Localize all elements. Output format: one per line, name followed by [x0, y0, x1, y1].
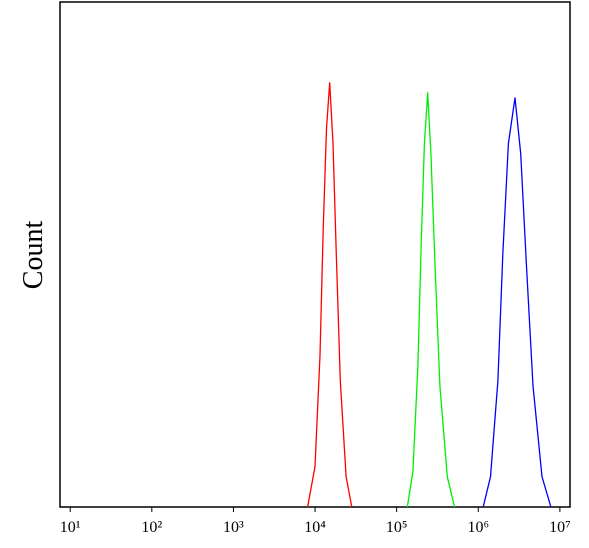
x-tick-label: 10⁴: [304, 519, 326, 536]
x-tick-label: 10⁵: [386, 519, 408, 536]
histogram-line: [482, 97, 552, 508]
y-axis-label: Count: [18, 221, 49, 290]
histogram-line: [306, 82, 353, 508]
histogram-line: [406, 92, 456, 508]
x-tick-label: 10²: [141, 519, 162, 536]
x-tick-label: 10³: [223, 519, 244, 536]
x-tick-label: 10¹: [60, 519, 81, 536]
x-tick-label: 10⁷: [549, 519, 571, 536]
x-tick-label: 10⁶: [467, 519, 489, 536]
